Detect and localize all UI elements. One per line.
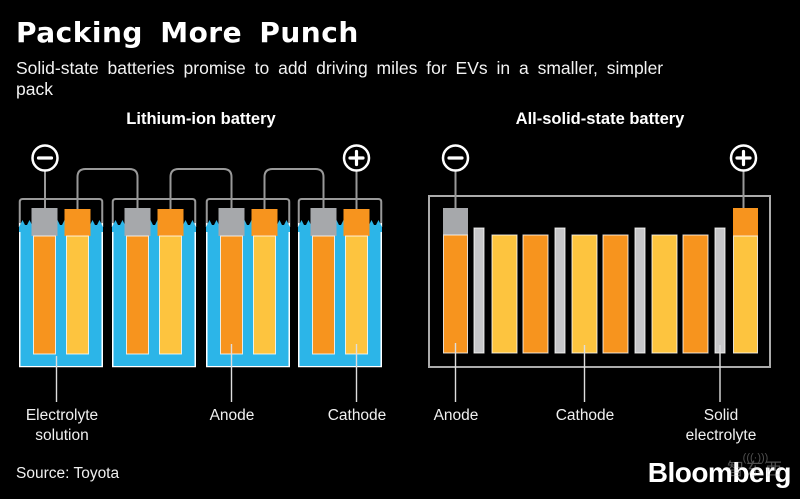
layer-cathode <box>491 234 518 354</box>
cathode-label-left: Cathode <box>327 407 387 424</box>
page-subtitle: Solid-state batteries promise to add dri… <box>16 58 664 99</box>
layer-stack <box>443 208 758 354</box>
bloomberg-logo: Bloomberg <box>647 457 792 488</box>
battery-cell <box>297 207 383 368</box>
battery-cell <box>18 207 104 368</box>
layer-solid-electrolyte <box>554 227 566 354</box>
leader-lines <box>454 343 721 402</box>
solid-state-heading: All-solid-state battery <box>515 110 685 128</box>
watermark-text: 智东西 <box>727 460 784 479</box>
anode-label-left: Anode <box>209 407 255 424</box>
electrolyte-solution-label: Electrolyte solution <box>25 407 99 444</box>
anode-label-right: Anode <box>433 407 479 424</box>
positive-terminal-icon <box>342 144 371 172</box>
cell-case-rims <box>18 198 383 227</box>
positive-terminal-icon <box>729 144 758 172</box>
solid-electrolyte-label: Solid electrolyte <box>685 407 757 444</box>
layer-solid-electrolyte <box>634 227 646 354</box>
positive-collector <box>733 208 758 236</box>
negative-collector <box>443 208 468 235</box>
lithium-ion-diagram <box>18 144 383 402</box>
connecting-wires <box>44 168 358 211</box>
layer-anode <box>522 234 549 354</box>
layer-anode <box>682 234 709 354</box>
solid-state-diagram <box>428 144 771 402</box>
wifi-icon: (((·))) <box>742 452 769 464</box>
layer-anode <box>443 234 468 354</box>
source-credit: Source: Toyota <box>16 465 120 482</box>
layer-cathode <box>651 234 678 354</box>
battery-case <box>428 195 771 368</box>
watermark: (((·))) 智东西 <box>727 452 784 479</box>
layer-solid-electrolyte <box>473 227 485 354</box>
battery-cell <box>111 207 197 368</box>
battery-cell <box>205 207 291 368</box>
layer-anode <box>602 234 629 354</box>
page-title: Packing More Punch <box>16 16 359 49</box>
negative-terminal-icon <box>31 144 59 172</box>
layer-cathode <box>733 235 758 354</box>
connecting-wires <box>454 170 745 209</box>
negative-terminal-icon <box>441 144 470 172</box>
cathode-label-right: Cathode <box>555 407 615 424</box>
leader-lines <box>55 344 358 402</box>
layer-cathode <box>571 234 598 354</box>
lithium-ion-heading: Lithium-ion battery <box>126 110 276 128</box>
layer-solid-electrolyte <box>714 227 726 354</box>
